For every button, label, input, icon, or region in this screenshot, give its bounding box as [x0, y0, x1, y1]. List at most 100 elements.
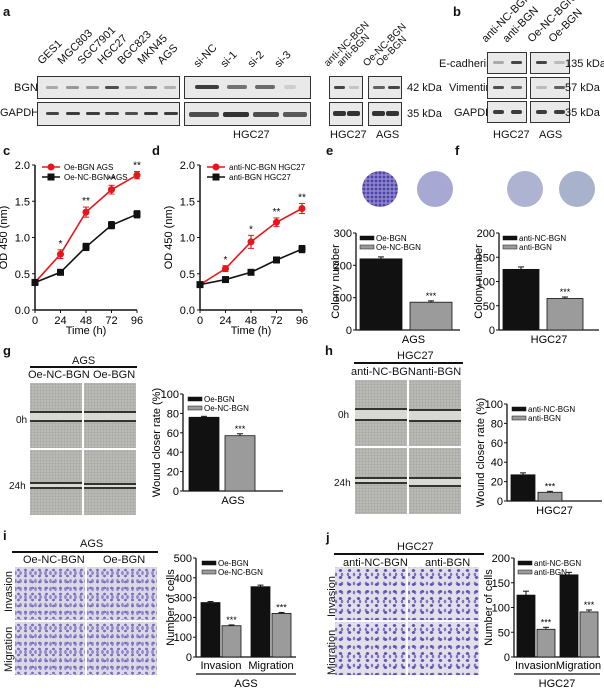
svg-text:Number of cells: Number of cells — [483, 569, 495, 646]
svg-text:*: * — [59, 239, 63, 250]
i-row-migration: Migration — [3, 626, 15, 672]
svg-text:***: *** — [545, 481, 556, 491]
row-label-bgn: BGN — [14, 82, 38, 94]
svg-text:0.5: 0.5 — [180, 269, 195, 281]
si-lane-label: si-3 — [272, 48, 294, 70]
svg-text:500: 500 — [174, 553, 192, 565]
svg-text:60: 60 — [491, 438, 503, 450]
i-transwell-image — [87, 567, 157, 620]
panel-f-label: f — [455, 143, 460, 158]
h-scratch-image — [355, 380, 407, 446]
blot-gapdh-si — [184, 102, 311, 126]
svg-text:***: *** — [426, 291, 437, 301]
svg-text:***: *** — [541, 617, 552, 627]
svg-text:*: * — [249, 224, 253, 235]
blot-band — [189, 112, 219, 117]
blot-band — [164, 112, 178, 115]
svg-text:200: 200 — [174, 612, 192, 624]
blot-band — [66, 112, 80, 115]
blot-band — [164, 86, 176, 89]
svg-text:***: *** — [584, 600, 595, 610]
panel-a-label: a — [3, 4, 11, 19]
svg-text:***: *** — [276, 602, 287, 612]
svg-text:0: 0 — [497, 496, 503, 508]
blot-band — [284, 85, 296, 89]
colony-plate-oe-bgn — [362, 171, 398, 207]
blot-band — [386, 111, 399, 116]
j-transwell-image — [335, 567, 406, 620]
svg-text:anti-NC-BGN: anti-NC-BGN — [519, 234, 566, 243]
panel-c-label: c — [3, 143, 11, 158]
svg-text:48: 48 — [245, 315, 257, 327]
svg-text:0: 0 — [173, 486, 179, 498]
svg-text:1.0: 1.0 — [180, 233, 195, 245]
svg-text:100: 100 — [161, 389, 179, 401]
svg-text:Colony number: Colony number — [473, 244, 485, 319]
svg-text:100: 100 — [174, 632, 192, 644]
svg-text:Oe-BGN: Oe-BGN — [204, 395, 235, 404]
svg-text:150: 150 — [492, 578, 510, 590]
colony-plate-oe-nc-bgn — [417, 171, 453, 207]
g-title-rule — [30, 366, 137, 368]
blot-band — [125, 112, 138, 115]
blot-band — [105, 86, 119, 89]
i-col-1: Oe-BGN — [103, 554, 146, 566]
svg-text:anti-BGN: anti-BGN — [528, 414, 561, 423]
svg-text:72: 72 — [105, 315, 117, 327]
svg-text:100: 100 — [492, 603, 510, 615]
blot-band — [493, 86, 504, 89]
svg-text:0.0: 0.0 — [180, 305, 195, 317]
svg-text:Oe-NC-BGN: Oe-NC-BGN — [376, 243, 421, 252]
svg-text:**: ** — [82, 196, 90, 207]
panel-g-label: g — [3, 343, 11, 358]
blot-band — [195, 85, 219, 89]
blot-band — [373, 86, 385, 89]
svg-text:Oe-NC-BGN: Oe-NC-BGN — [218, 568, 263, 577]
panel-d-label: d — [152, 143, 160, 158]
h-title-rule — [354, 362, 463, 364]
h-row-0h: 0h — [338, 410, 350, 421]
kda-vimentin: 57 kDa — [565, 82, 600, 94]
blot-band — [144, 112, 158, 115]
blot-band — [46, 86, 58, 89]
svg-text:80: 80 — [167, 408, 179, 420]
h-title: HGC27 — [397, 350, 434, 362]
colony-plate-anti-nc-bgn — [507, 171, 543, 207]
blot-band — [511, 61, 522, 64]
svg-text:**: ** — [108, 174, 116, 185]
svg-text:200: 200 — [334, 260, 352, 272]
blot-b-2-0 — [487, 101, 527, 123]
h-col-1: anti-BGN — [416, 366, 462, 378]
svg-text:anti-BGN: anti-BGN — [534, 568, 567, 577]
svg-text:anti-NC-BGN: anti-NC-BGN — [534, 559, 581, 568]
blot-band — [227, 85, 247, 89]
svg-text:HGC27: HGC27 — [539, 678, 576, 690]
svg-text:**: ** — [133, 161, 141, 172]
svg-text:72: 72 — [270, 315, 282, 327]
svg-text:150: 150 — [477, 252, 495, 264]
blot-band — [388, 86, 400, 89]
chart-c: 0.0 0.5 1.0 1.5 2.0 0 24 48 72 96 Time (h) OD 450 (… — [0, 160, 143, 337]
blot-band — [493, 110, 504, 114]
svg-text:AGS: AGS — [221, 495, 244, 507]
svg-text:100: 100 — [477, 277, 495, 289]
svg-text:Migration: Migration — [556, 660, 601, 672]
h-scratch-image — [355, 448, 407, 514]
si-group-label: HGC27 — [233, 129, 270, 141]
panel-h-label: h — [325, 343, 333, 358]
svg-text:AGS: AGS — [234, 678, 257, 690]
blot-band — [334, 86, 345, 89]
si-lane-label: si-2 — [245, 48, 267, 70]
svg-text:Oe-BGN: Oe-BGN — [376, 234, 407, 243]
svg-text:50: 50 — [483, 301, 495, 313]
svg-text:80: 80 — [491, 418, 503, 430]
svg-text:Oe-NC-BGN: Oe-NC-BGN — [204, 404, 249, 413]
g-scratch-image — [84, 383, 136, 448]
svg-text:200: 200 — [477, 228, 495, 240]
svg-text:Oe-BGN: Oe-BGN — [218, 559, 249, 568]
kda-gapdh-b: 35 kDa — [565, 107, 600, 119]
h-row-24h: 24h — [334, 478, 351, 489]
svg-text:anti-NC-BGN HGC27: anti-NC-BGN HGC27 — [229, 163, 306, 172]
blot-b-0-0 — [487, 52, 527, 74]
kda-bgn: 42 kDa — [407, 82, 442, 94]
